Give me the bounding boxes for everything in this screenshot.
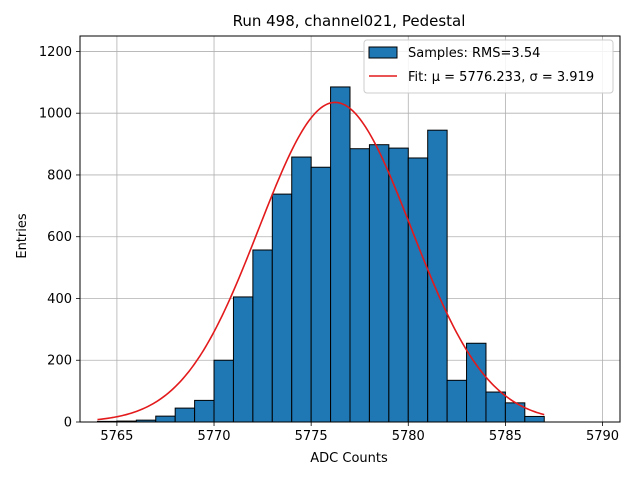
histogram-bar: [388, 147, 409, 423]
histogram-bar: [446, 379, 468, 423]
y-tick-label: 1200: [39, 45, 72, 60]
y-tick-label: 600: [47, 230, 72, 245]
histogram-bar: [368, 144, 390, 423]
y-tick-label: 400: [47, 292, 72, 307]
plot-frame: [79, 35, 621, 423]
histogram-bar: [524, 415, 545, 423]
histogram-bar: [271, 193, 293, 423]
histogram-bar: [349, 148, 370, 423]
legend-histogram-swatch: [368, 46, 398, 59]
y-ticks: 0 200 400 600 800 1000 1200: [39, 45, 80, 431]
histogram-bar: [252, 249, 273, 423]
histogram-bar: [485, 391, 506, 423]
x-tick-label: 5765: [100, 429, 133, 444]
x-tick-label: 5775: [295, 429, 328, 444]
y-tick-label: 200: [47, 354, 72, 369]
x-tick-label: 5790: [586, 429, 619, 444]
x-axis-label: ADC Counts: [310, 451, 388, 466]
histogram-bar: [174, 407, 196, 423]
y-tick-label: 0: [64, 416, 72, 431]
histogram-bar: [407, 157, 429, 423]
legend-fit-label: Fit: μ = 5776.233, σ = 3.919: [408, 70, 594, 85]
y-tick-label: 800: [47, 168, 72, 183]
fit-curve: [97, 101, 545, 421]
bars-layer: [96, 86, 545, 423]
histogram-bar: [330, 86, 351, 423]
histogram-bar: [213, 359, 234, 423]
legend-histogram-label: Samples: RMS=3.54: [408, 46, 540, 61]
histogram-bar: [155, 415, 176, 423]
histogram-bar: [194, 399, 215, 423]
histogram-bar: [310, 166, 332, 423]
histogram-bar: [291, 156, 312, 423]
x-tick-label: 5780: [392, 429, 425, 444]
x-tick-label: 5785: [489, 429, 522, 444]
chart-title: Run 498, channel021, Pedestal: [233, 12, 466, 30]
histogram-bar: [232, 296, 254, 423]
y-axis-label: Entries: [15, 213, 30, 259]
legend: Samples: RMS=3.54 Fit: μ = 5776.233, σ =…: [363, 39, 614, 94]
y-tick-label: 1000: [39, 107, 72, 122]
legend-box: [363, 39, 614, 94]
x-tick-label: 5770: [197, 429, 230, 444]
x-ticks: 5765 5770 5775 5780 5785 5790: [100, 422, 619, 444]
